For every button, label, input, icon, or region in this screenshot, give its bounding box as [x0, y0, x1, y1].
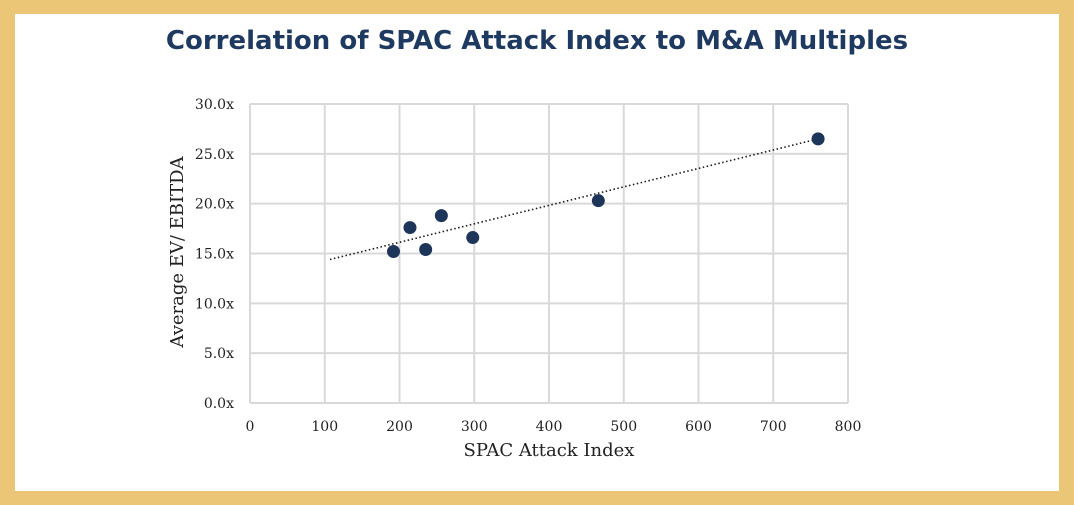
x-tick-label: 500 — [610, 419, 637, 435]
x-tick-label: 200 — [386, 419, 413, 435]
y-tick-label: 10.0x — [195, 296, 234, 312]
trendline-layer — [329, 138, 819, 261]
y-tick-label: 20.0x — [195, 197, 234, 213]
y-tick-label: 30.0x — [195, 97, 234, 113]
y-axis-title: Average EV/ EBITDA — [167, 155, 188, 348]
data-point — [403, 221, 417, 235]
x-axis-title: SPAC Attack Index — [464, 440, 635, 461]
data-point — [419, 243, 433, 257]
x-tick-label: 700 — [760, 419, 787, 435]
data-point — [591, 194, 605, 208]
data-point — [466, 231, 480, 245]
y-tick-label: 15.0x — [195, 247, 234, 263]
x-tick-label: 0 — [246, 419, 255, 435]
points-layer — [387, 132, 825, 259]
y-tick-label: 25.0x — [195, 147, 234, 163]
tick-labels: 0 100 200 300 400 500 600 700 800 0.0x 5.0x 10.0x 15… — [195, 97, 861, 435]
y-tick-label: 0.0x — [204, 396, 234, 412]
trendline — [329, 138, 819, 261]
chart-title: Correlation of SPAC Attack Index to M&A … — [165, 26, 909, 56]
y-tick-label: 5.0x — [204, 346, 234, 362]
x-tick-label: 100 — [311, 419, 338, 435]
data-point — [434, 209, 448, 223]
x-tick-label: 300 — [461, 419, 488, 435]
x-tick-label: 400 — [536, 419, 563, 435]
grid — [249, 103, 849, 404]
data-point — [387, 245, 401, 259]
data-point — [811, 132, 825, 146]
x-tick-label: 800 — [835, 419, 862, 435]
x-tick-label: 600 — [685, 419, 712, 435]
